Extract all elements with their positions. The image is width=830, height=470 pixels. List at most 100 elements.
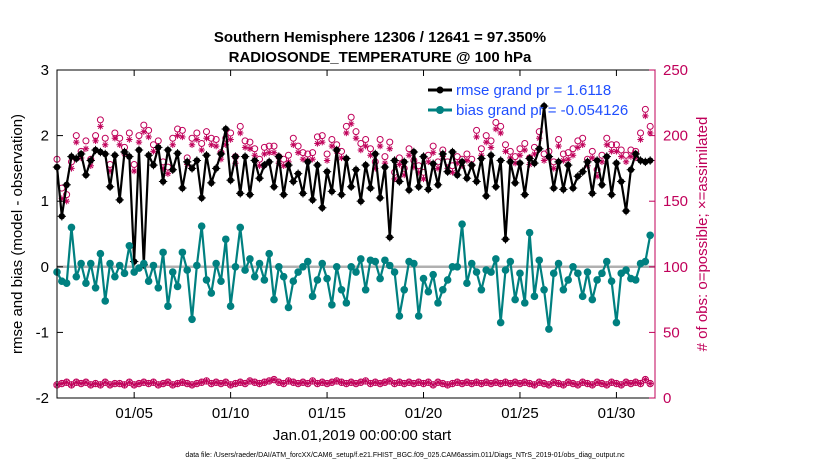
obs-bottom-assimilated-point [637,380,644,387]
obs-assimilated-point [111,135,119,142]
bias-point [492,255,500,263]
bias-point [429,270,437,279]
obs-bottom-assimilated-point [642,376,649,383]
obs-possible-point [564,149,572,157]
obs-possible-point [294,142,302,150]
obs-possible-point [236,122,244,130]
bias-point [385,261,394,270]
bias-point [328,301,336,309]
obs-bottom-assimilated-point [174,380,181,387]
rmse-point [154,143,163,152]
rmse-point [486,151,496,160]
obs-possible-point [603,134,611,142]
obs-assimilated-point [396,161,403,168]
rmse-point [260,160,269,170]
rmse-point [120,147,129,157]
obs-assimilated-point [198,146,205,154]
rmse-point [173,149,182,158]
obs-possible-point [251,145,259,153]
bias-point [357,255,365,263]
obs-assimilated-point [246,145,254,152]
obs-possible-point [135,132,143,140]
bias-point [289,277,298,286]
obs-possible-point [612,141,620,149]
obs-assimilated-point [193,136,201,143]
rmse-point [226,176,235,185]
bias-point [197,222,206,230]
bias-point [496,318,505,327]
rmse-point [380,162,390,172]
rmse-point [231,152,240,161]
bias-point [400,285,409,294]
obs-possible-point [260,143,268,151]
rmse-point [544,152,554,161]
obs-bottom-assimilated-point [584,380,591,387]
obs-possible-point [362,136,370,144]
bias-point [381,256,389,265]
y-right-tick-label: 100 [663,259,688,276]
obs-possible-point [463,150,471,158]
obs-assimilated-point [622,158,630,166]
rmse-point [491,182,501,191]
rmse-point [313,160,322,170]
bias-point [246,255,254,263]
obs-possible-point [299,149,307,157]
bias-point [140,259,148,268]
rmse-point [443,167,452,176]
rmse-point [284,160,293,170]
legend-bias-label: bias grand pr = -0.054126 [456,102,628,119]
y-left-tick-label: 0 [41,259,49,276]
obs-assimilated-point [357,146,365,154]
rmse-point [496,156,505,165]
rmse-point [645,156,655,165]
bias-point [231,263,240,271]
rmse-point [279,190,288,199]
y-right-tick-label: 50 [663,324,680,341]
obs-possible-point [342,122,350,130]
obs-assimilated-point [323,157,331,164]
rmse-point [264,157,274,167]
obs-assimilated-point [637,136,644,143]
rmse-point [62,180,71,189]
obs-assimilated-point [646,129,654,137]
rmse-point [134,145,144,155]
bias-point [202,276,211,284]
rmse-point [530,158,539,168]
obs-possible-point [265,142,273,150]
bias-point [212,259,220,268]
obs-assimilated-point [82,145,90,152]
rmse-point [274,152,284,161]
obs-possible-point [376,136,384,144]
rmse-point [612,158,621,168]
rmse-point [308,195,317,205]
rmse-point [149,160,158,170]
bias-point [193,261,201,270]
obs-possible-point [637,129,645,137]
obs-possible-point [227,129,235,137]
obs-bottom-assimilated-point [429,381,437,389]
obs-possible-point [487,137,495,145]
bias-point [376,274,384,283]
obs-possible-point [386,138,394,146]
bias-point [275,263,283,271]
obs-possible-point [646,122,654,130]
y-axis-right-label: # of obs: o=possible; ×=assimilated [694,117,711,352]
obs-possible-point [241,137,249,145]
bias-point [501,266,510,274]
obs-possible-point [323,150,331,158]
obs-possible-point [328,136,336,144]
obs-possible-point [289,134,297,142]
rmse-point [510,178,520,188]
rmse-point [433,180,443,189]
rmse-point [197,193,206,203]
rmse-point [501,235,510,244]
bias-point [250,272,259,281]
obs-assimilated-point [150,148,157,155]
bias-point [178,248,187,257]
obs-assimilated-point [521,146,528,154]
bias-point [395,312,404,320]
obs-assimilated-point [179,133,186,141]
obs-possible-point [381,153,389,161]
rmse-point [424,185,433,194]
bias-point [111,272,119,281]
